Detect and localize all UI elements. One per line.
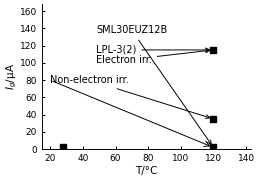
Point xyxy=(211,146,215,149)
Text: Non-electron irr.: Non-electron irr. xyxy=(50,75,210,118)
Y-axis label: $I_g$/μA: $I_g$/μA xyxy=(4,63,19,90)
X-axis label: T/°C: T/°C xyxy=(135,166,158,176)
Text: LPL-3(2): LPL-3(2) xyxy=(96,45,210,55)
Text: SML30EUZ12B: SML30EUZ12B xyxy=(96,25,211,144)
Point xyxy=(211,118,215,120)
Point xyxy=(61,146,65,149)
Text: Electron irr.: Electron irr. xyxy=(96,49,210,65)
Point xyxy=(211,48,215,51)
